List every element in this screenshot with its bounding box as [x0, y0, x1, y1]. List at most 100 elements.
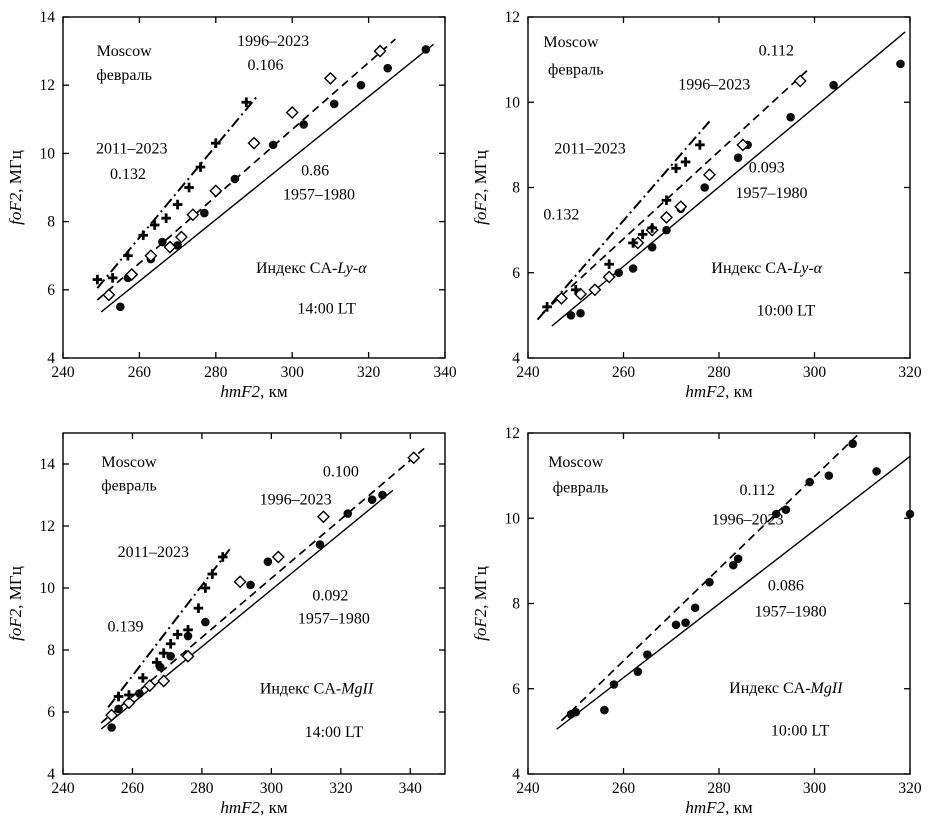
marker-circle: [356, 80, 366, 90]
marker-circle: [367, 495, 377, 504]
fit-line-2011–2023: [107, 548, 231, 708]
marker-circle: [786, 112, 795, 122]
x-tick-label: 280: [204, 364, 228, 381]
marker-diamond: [181, 649, 195, 663]
series-1957–1980: [116, 45, 431, 312]
x-tick-label: 280: [707, 780, 731, 797]
marker-circle: [135, 689, 144, 698]
x-tick-label: 240: [51, 780, 75, 797]
marker-circle: [571, 707, 581, 717]
axes-ticks: 240 260 280 300 320 4 6 8 10 12: [505, 425, 922, 797]
y-axis-label: foF2, МГц: [471, 566, 490, 641]
marker-diamond: [105, 708, 119, 722]
annotation: 1957–1980: [755, 603, 827, 620]
marker-circle: [662, 225, 671, 235]
marker-circle: [700, 183, 709, 192]
marker-circle: [609, 680, 619, 689]
annotation: 0.086: [768, 578, 804, 595]
y-tick-label: 10: [40, 145, 56, 162]
marker-diamond: [659, 210, 673, 224]
annotation: 0.112: [739, 482, 774, 499]
annotation: 1996–2023: [260, 491, 332, 508]
fit-line-1996–2023: [541, 67, 811, 314]
marker-circle: [566, 311, 576, 320]
annotation: февраль: [548, 62, 604, 79]
marker-circle: [107, 723, 116, 732]
annotation: февраль: [101, 477, 157, 494]
series-2011–2023: [92, 97, 252, 285]
marker-circle: [690, 603, 700, 613]
marker-circle: [600, 705, 609, 715]
axes-ticks: 240 260 280 300 320 4 6 8 10 12: [505, 9, 922, 381]
annotation: февраль: [96, 67, 152, 84]
fit-line-1957–1980: [100, 43, 434, 313]
annotation: 14:00 LT: [305, 724, 364, 741]
x-tick-label: 320: [357, 364, 381, 381]
annotation: Индекс CA-MgII: [260, 680, 374, 697]
marker-circle: [421, 45, 431, 54]
marker-diamond: [793, 74, 807, 88]
x-axis-label: hmF2, км: [220, 798, 287, 817]
x-tick-label: 300: [281, 364, 305, 381]
marker-circle: [576, 308, 585, 318]
marker-diamond: [602, 270, 616, 284]
annotation: 0.139: [108, 618, 144, 635]
x-axis-label: hmF2, км: [685, 798, 752, 817]
series-1996–2023: [102, 44, 387, 302]
marker-circle: [315, 540, 325, 549]
marker-diamond: [209, 184, 223, 198]
annotation: 1957–1980: [736, 185, 808, 202]
marker-circle: [705, 577, 714, 587]
marker-diamond: [323, 71, 337, 85]
y-tick-label: 12: [40, 77, 56, 94]
marker-circle: [733, 153, 743, 162]
x-tick-label: 340: [399, 780, 423, 797]
marker-circle: [872, 467, 881, 476]
marker-circle: [383, 63, 393, 73]
marker-circle: [263, 557, 273, 566]
annotation: Индекс CA-Ly-α: [711, 260, 822, 277]
annotation: Moscow: [101, 454, 157, 471]
annotation: 10:00 LT: [757, 302, 816, 319]
chart-ca-ly-alpha-10lt: 240 260 280 300 320 4 6 8 10 12 hmF2, км foF2, МГц M…: [471, 8, 923, 408]
marker-circle: [733, 554, 743, 564]
series-1996–2023: [105, 451, 421, 722]
plot-frame: [62, 16, 446, 359]
y-tick-label: 4: [512, 766, 520, 783]
plot-area: 240 260 280 300 320 340 4 6 8 10 12 14 hmF2, км foF2,…: [6, 9, 457, 401]
marker-diamond: [316, 510, 330, 524]
marker-diamond: [271, 550, 285, 564]
marker-circle: [201, 617, 210, 627]
annotation: 1957–1980: [283, 186, 355, 203]
marker-circle: [772, 509, 781, 519]
marker-circle: [116, 302, 125, 312]
marker-diamond: [674, 200, 688, 214]
annotation: 0.100: [323, 463, 359, 480]
annotation: 0.86: [301, 163, 329, 180]
y-tick-label: 12: [40, 518, 56, 535]
y-axis-label: foF2, МГц: [471, 150, 490, 225]
x-axis-label: hmF2, км: [220, 382, 287, 401]
marker-diamond: [285, 105, 299, 119]
annotation: 1957–1980: [298, 611, 370, 628]
plot-area: 240 260 280 300 320 4 6 8 10 12 hmF2, км foF2, МГц M…: [471, 425, 922, 817]
marker-circle: [183, 631, 193, 641]
marker-diamond: [702, 168, 716, 182]
marker-circle: [114, 704, 123, 714]
chart-ca-mgii-14lt: 240 260 280 300 320 340 4 6 8 10 12 14 hmF2, км foF2,…: [6, 424, 458, 824]
axes-ticks: 240 260 280 300 320 340 4 6 8 10 12 14: [40, 9, 457, 381]
marker-diamond: [163, 240, 177, 254]
marker-diamond: [247, 136, 261, 150]
marker-circle: [671, 620, 681, 630]
marker-circle: [633, 667, 643, 676]
series-2011–2023: [113, 552, 228, 702]
marker-circle: [378, 490, 387, 500]
y-tick-label: 12: [505, 425, 521, 442]
x-tick-label: 340: [433, 364, 457, 381]
annotation: Индекс CA-MgII: [729, 680, 843, 697]
y-axis-label: foF2, МГц: [6, 566, 25, 641]
annotation: 0.112: [759, 42, 794, 59]
marker-circle: [158, 237, 167, 247]
